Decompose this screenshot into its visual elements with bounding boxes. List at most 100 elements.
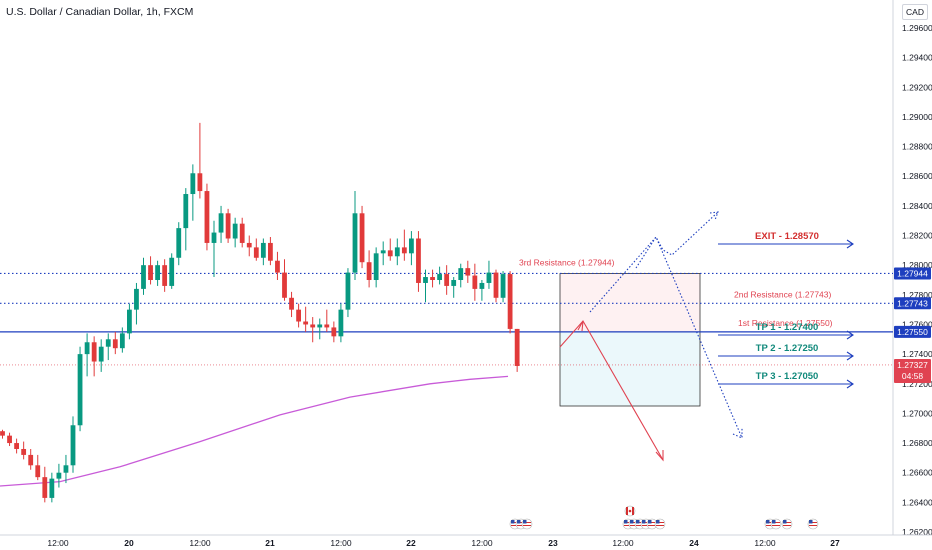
candle-body [380, 250, 386, 254]
candle-body [239, 223, 245, 243]
y-tick-label: 1.27600 [902, 319, 932, 329]
economic-events[interactable] [509, 505, 819, 530]
time-axis[interactable]: 12:00 20 12:00 21 12:00 22 12:00 23 12:00 24 12:00… [0, 534, 932, 548]
flag-canton [648, 520, 652, 524]
candle-body [479, 282, 485, 289]
position-box-stop [559, 273, 701, 333]
candle-body [331, 327, 337, 337]
candle-body [430, 277, 435, 280]
candle-body [465, 268, 471, 276]
candle-body [21, 448, 27, 455]
candle-body [359, 213, 365, 263]
candle-body [70, 425, 76, 466]
candle-body [127, 309, 132, 334]
x-tick-label: 12:00 [330, 538, 352, 548]
flag-band [626, 507, 628, 515]
drawings[interactable]: EXIT - 1.28570 TP 1 - 1.27400 TP 2 - 1.272… [559, 211, 854, 462]
candle-body [204, 191, 210, 243]
candle-body [211, 232, 217, 243]
flag-canton [656, 520, 660, 524]
flag-canton [517, 520, 521, 524]
candle-body [84, 342, 90, 355]
candle-body [35, 465, 41, 478]
ca-event-flag-icon[interactable] [624, 505, 636, 517]
bearish-dotted-path [635, 235, 743, 439]
candle-body [514, 328, 520, 366]
us-event-flag-icon[interactable] [807, 518, 819, 530]
flag-canton [766, 520, 770, 524]
flag-canton [523, 520, 527, 524]
candle-body [148, 265, 153, 280]
x-tick-label: 21 [265, 538, 275, 548]
candle-body [345, 272, 351, 310]
bullish-dotted-path [589, 211, 719, 313]
candle-body [458, 268, 464, 280]
y-tick-label: 1.28000 [902, 260, 932, 270]
target-arrowhead [846, 351, 854, 361]
y-tick-label: 1.27000 [902, 408, 932, 418]
position-box-target [559, 331, 701, 407]
x-tick-label: 12:00 [754, 538, 776, 548]
flag-canton [783, 520, 787, 524]
us-event-flag-icon[interactable] [770, 518, 782, 530]
currency-badge[interactable]: CAD [902, 4, 928, 20]
candle-body [7, 435, 12, 444]
price-label-text: 1.27743 [897, 298, 928, 308]
current-price-text: 1.27327 [897, 360, 928, 370]
candle-body [352, 213, 358, 273]
y-tick-label: 1.26200 [902, 527, 932, 537]
bearish-arrowhead-up [577, 320, 584, 332]
y-tick-label: 1.28400 [902, 201, 932, 211]
candle-body [63, 465, 69, 473]
x-tick-label: 27 [830, 538, 840, 548]
candle-body [225, 213, 231, 239]
resistance-label-1: 1st Resistance (1.27550) [738, 318, 833, 328]
candle-body [324, 324, 330, 328]
candle-body [42, 477, 48, 498]
price-label-text: 1.27944 [897, 268, 928, 278]
target-label: TP 2 - 1.27250 [756, 343, 819, 354]
us-event-flag-icon[interactable] [654, 518, 666, 530]
candle-body [507, 274, 513, 329]
candle-body [472, 275, 478, 289]
position-box[interactable] [559, 273, 701, 407]
y-tick-label: 1.29400 [902, 53, 932, 63]
candle-body [183, 194, 189, 229]
us-event-flag-icon[interactable] [521, 518, 533, 530]
y-tick-label: 1.29200 [902, 82, 932, 92]
candle-body [253, 247, 259, 258]
candle-body [105, 339, 111, 347]
price-label-bg [894, 297, 931, 310]
x-tick-label: 12:00 [47, 538, 69, 548]
candle-body [169, 257, 175, 286]
candle-body [176, 228, 182, 258]
candle-body [28, 454, 34, 466]
candle-body [387, 250, 393, 257]
x-tick-label: 12:00 [471, 538, 493, 548]
target-arrowhead [846, 239, 854, 249]
target-arrowhead [846, 330, 854, 340]
candle-body [303, 321, 309, 325]
candle-body [401, 247, 407, 254]
candle-body [91, 342, 97, 362]
candle-body [112, 339, 118, 349]
x-tick-label: 24 [689, 538, 699, 548]
us-event-flag-icon[interactable] [781, 518, 793, 530]
y-tick-label: 1.29000 [902, 112, 932, 122]
x-tick-label: 23 [548, 538, 558, 548]
y-tick-label: 1.29600 [902, 23, 932, 33]
bullish-arrowhead [709, 211, 719, 221]
countdown-text: 04:58 [902, 371, 924, 381]
bearish-arrowhead-down [655, 450, 664, 462]
candle-body [289, 297, 294, 310]
candle-body [373, 253, 379, 280]
maple-leaf [628, 509, 632, 513]
candle-body [134, 288, 139, 310]
candle-body [246, 242, 252, 248]
x-tick-label: 22 [406, 538, 416, 548]
flag-canton [772, 520, 776, 524]
target-label: EXIT - 1.28570 [755, 231, 819, 242]
price-label-bg [894, 325, 931, 338]
